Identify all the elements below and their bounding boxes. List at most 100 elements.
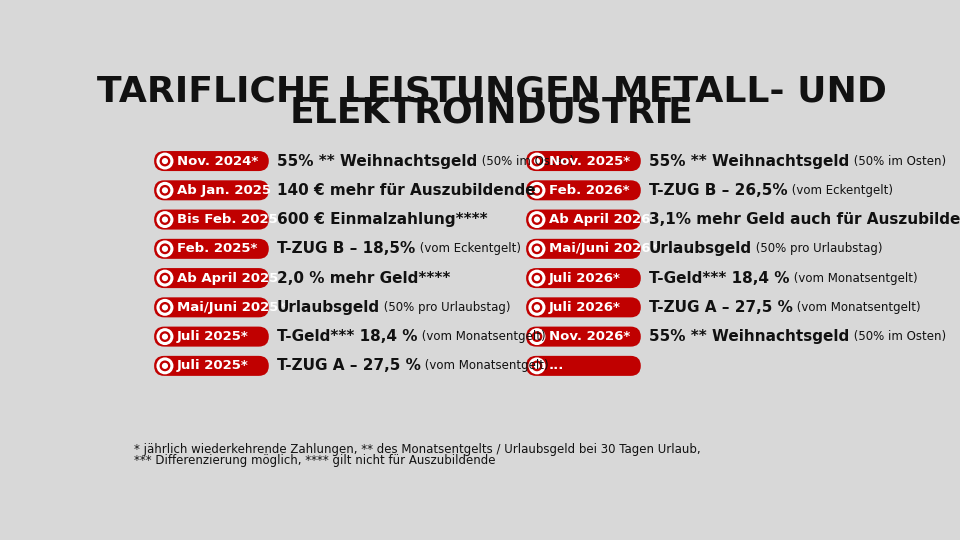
FancyBboxPatch shape: [526, 210, 641, 230]
Circle shape: [528, 269, 545, 287]
Text: 3,1% mehr Geld auch für Auszubildende: 3,1% mehr Geld auch für Auszubildende: [649, 212, 960, 227]
Circle shape: [532, 273, 542, 284]
Text: T-Geld*** 18,4 %: T-Geld*** 18,4 %: [649, 271, 789, 286]
Text: * jährlich wiederkehrende Zahlungen, ** des Monatsentgelts / Urlaubsgeld bei 30 : * jährlich wiederkehrende Zahlungen, ** …: [134, 443, 701, 456]
FancyBboxPatch shape: [526, 239, 641, 259]
Circle shape: [528, 357, 545, 374]
Text: (vom Eckentgelt): (vom Eckentgelt): [788, 184, 893, 197]
Circle shape: [162, 304, 168, 310]
Circle shape: [162, 246, 168, 252]
FancyBboxPatch shape: [526, 268, 641, 288]
Circle shape: [156, 269, 174, 287]
Text: Mai/Juni 2026*: Mai/Juni 2026*: [548, 242, 657, 255]
Text: Juli 2026*: Juli 2026*: [548, 301, 620, 314]
Circle shape: [156, 328, 174, 345]
Circle shape: [534, 187, 540, 193]
Text: Juli 2025*: Juli 2025*: [177, 360, 249, 373]
Circle shape: [162, 334, 168, 340]
Text: Ab April 2026: Ab April 2026: [548, 213, 650, 226]
Circle shape: [534, 217, 540, 222]
Circle shape: [159, 331, 170, 342]
Circle shape: [534, 304, 540, 310]
FancyBboxPatch shape: [155, 180, 269, 200]
FancyBboxPatch shape: [526, 151, 641, 171]
Text: Juli 2025*: Juli 2025*: [177, 330, 249, 343]
Text: T-ZUG B – 26,5%: T-ZUG B – 26,5%: [649, 183, 787, 198]
Circle shape: [162, 187, 168, 193]
Text: Nov. 2024*: Nov. 2024*: [177, 154, 258, 167]
Circle shape: [159, 156, 170, 166]
Text: ELEKTROINDUSTRIE: ELEKTROINDUSTRIE: [290, 96, 694, 130]
Circle shape: [159, 214, 170, 225]
Text: 55% ** Weihnachtsgeld: 55% ** Weihnachtsgeld: [276, 153, 477, 168]
Circle shape: [534, 334, 540, 340]
Text: (vom Monatsentgelt): (vom Monatsentgelt): [793, 301, 921, 314]
Text: (vom Eckentgelt): (vom Eckentgelt): [416, 242, 520, 255]
FancyBboxPatch shape: [155, 327, 269, 347]
Circle shape: [528, 240, 545, 257]
FancyBboxPatch shape: [155, 239, 269, 259]
Circle shape: [162, 275, 168, 281]
Circle shape: [532, 331, 542, 342]
Circle shape: [528, 211, 545, 228]
FancyBboxPatch shape: [155, 298, 269, 318]
Text: *** Differenzierung möglich, **** gilt nicht für Auszubildende: *** Differenzierung möglich, **** gilt n…: [134, 454, 495, 467]
Circle shape: [159, 185, 170, 195]
FancyBboxPatch shape: [155, 210, 269, 230]
Circle shape: [162, 158, 168, 164]
Circle shape: [528, 153, 545, 170]
Circle shape: [159, 361, 170, 372]
Text: Ab Jan. 2025: Ab Jan. 2025: [177, 184, 271, 197]
FancyBboxPatch shape: [526, 180, 641, 200]
Text: (50% im Osten): (50% im Osten): [850, 330, 946, 343]
Text: Urlaubsgeld: Urlaubsgeld: [649, 241, 752, 256]
Circle shape: [156, 240, 174, 257]
Text: T-ZUG A – 27,5 %: T-ZUG A – 27,5 %: [276, 359, 420, 373]
Circle shape: [534, 246, 540, 252]
Text: 55% ** Weihnachtsgeld: 55% ** Weihnachtsgeld: [649, 329, 849, 344]
Text: Ab April 2025: Ab April 2025: [177, 272, 277, 285]
Circle shape: [156, 182, 174, 199]
Circle shape: [159, 273, 170, 284]
Text: T-ZUG B – 18,5%: T-ZUG B – 18,5%: [276, 241, 415, 256]
Circle shape: [156, 211, 174, 228]
Text: T-ZUG A – 27,5 %: T-ZUG A – 27,5 %: [649, 300, 792, 315]
Text: Feb. 2026*: Feb. 2026*: [548, 184, 629, 197]
Circle shape: [532, 361, 542, 372]
Circle shape: [532, 244, 542, 254]
Circle shape: [532, 214, 542, 225]
Text: (50% pro Urlaubstag): (50% pro Urlaubstag): [380, 301, 511, 314]
Text: Mai/Juni 2025*: Mai/Juni 2025*: [177, 301, 285, 314]
Text: T-Geld*** 18,4 %: T-Geld*** 18,4 %: [276, 329, 417, 344]
FancyBboxPatch shape: [526, 327, 641, 347]
FancyBboxPatch shape: [526, 298, 641, 318]
Circle shape: [159, 302, 170, 313]
Text: (50% im Osten): (50% im Osten): [477, 154, 574, 167]
Text: (50% pro Urlaubstag): (50% pro Urlaubstag): [753, 242, 883, 255]
Text: 55% ** Weihnachtsgeld: 55% ** Weihnachtsgeld: [649, 153, 849, 168]
Circle shape: [532, 156, 542, 166]
Circle shape: [532, 302, 542, 313]
Text: 600 € Einmalzahlung****: 600 € Einmalzahlung****: [276, 212, 487, 227]
Circle shape: [534, 275, 540, 281]
Text: ...: ...: [548, 360, 564, 373]
Text: (vom Monatsentgelt): (vom Monatsentgelt): [790, 272, 918, 285]
Circle shape: [528, 299, 545, 316]
Text: Urlaubsgeld: Urlaubsgeld: [276, 300, 379, 315]
Text: Bis Feb. 2025: Bis Feb. 2025: [177, 213, 277, 226]
Text: Juli 2026*: Juli 2026*: [548, 272, 620, 285]
Text: Nov. 2025*: Nov. 2025*: [548, 154, 630, 167]
Circle shape: [159, 244, 170, 254]
Text: Nov. 2026*: Nov. 2026*: [548, 330, 630, 343]
Text: (vom Monatsentgelt): (vom Monatsentgelt): [421, 360, 549, 373]
Circle shape: [156, 357, 174, 374]
Text: 140 € mehr für Auszubildende: 140 € mehr für Auszubildende: [276, 183, 535, 198]
Text: (vom Monatsentgelt): (vom Monatsentgelt): [418, 330, 545, 343]
FancyBboxPatch shape: [526, 356, 641, 376]
Circle shape: [528, 328, 545, 345]
Circle shape: [528, 182, 545, 199]
Circle shape: [534, 363, 540, 369]
Text: (50% im Osten): (50% im Osten): [850, 154, 946, 167]
Circle shape: [162, 363, 168, 369]
Text: 2,0 % mehr Geld****: 2,0 % mehr Geld****: [276, 271, 450, 286]
